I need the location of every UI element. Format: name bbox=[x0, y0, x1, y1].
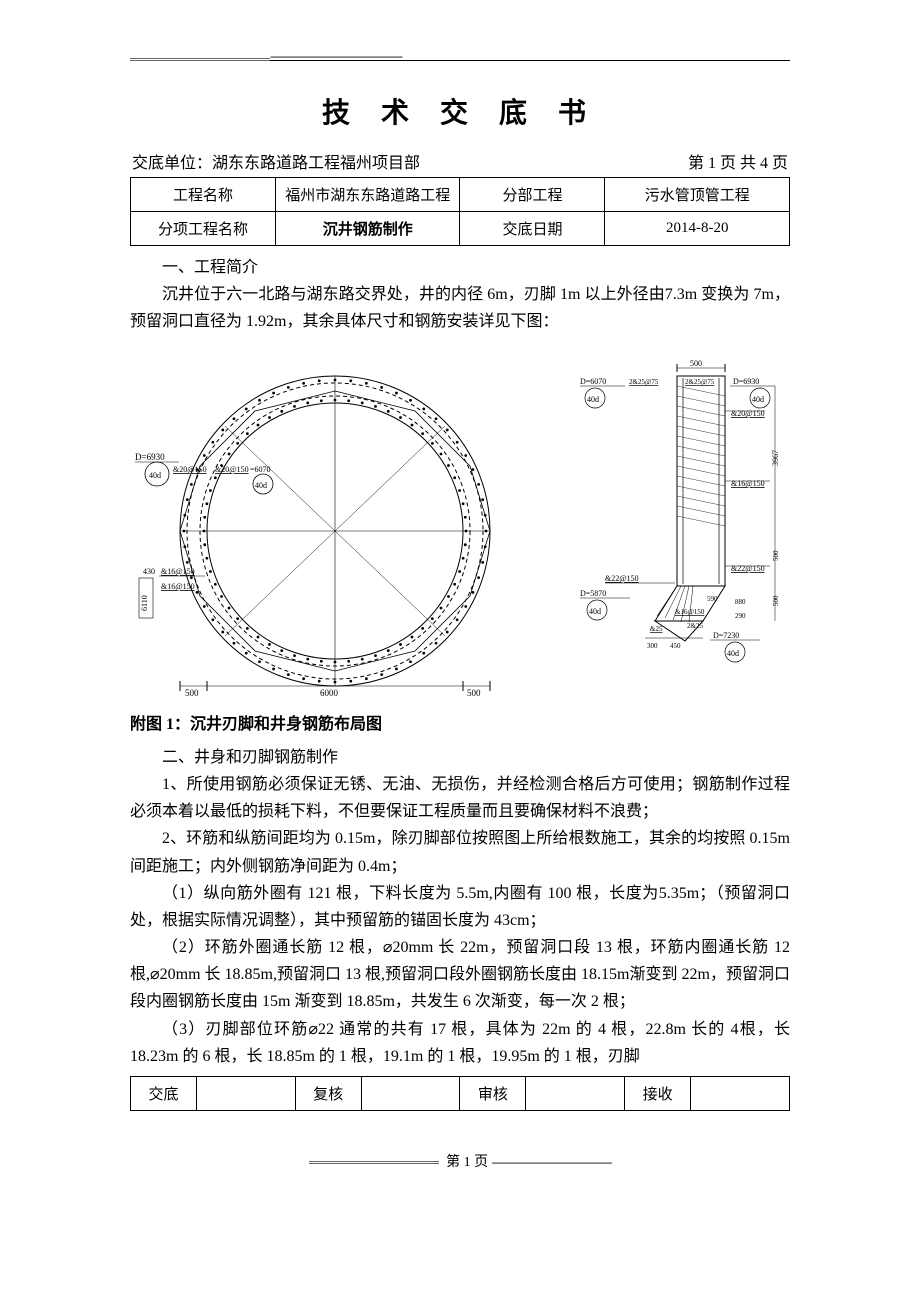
section-1-p1: 沉井位于六一北路与湖东路交界处，井的内径 6m，刃脚 1m 以上外径由7.3m … bbox=[130, 281, 790, 335]
cell-date-value: 2014-8-20 bbox=[605, 212, 790, 246]
table-row: 工程名称 福州市湖东东路道路工程 分部工程 污水管顶管工程 bbox=[131, 178, 790, 212]
lbl-40d-br: 40d bbox=[727, 649, 739, 658]
figure-caption: 附图 1：沉井刃脚和井身钢筋布局图 bbox=[130, 711, 790, 738]
lbl-20-150b: &20@150 bbox=[215, 465, 249, 474]
cell-subproject-label: 分部工程 bbox=[460, 178, 605, 212]
cell-subitem-value: 沉井钢筋制作 bbox=[275, 212, 460, 246]
lbl-40d-bl: 40d bbox=[589, 607, 601, 616]
lbl-6110: 6110 bbox=[140, 595, 149, 611]
signature-table: 交底 复核 审核 接收 bbox=[130, 1076, 790, 1111]
sig-jieshou: 接收 bbox=[625, 1077, 691, 1111]
diagram-section-view: 500 bbox=[535, 356, 785, 666]
section-2-p4: （2）环筋外圈通长筋 12 根，⌀20mm 长 22m，预留洞口段 13 根，环… bbox=[130, 934, 790, 1016]
lbl-d5870: D=5870 bbox=[580, 589, 606, 598]
sig-jiaodi: 交底 bbox=[131, 1077, 197, 1111]
sig-blank bbox=[526, 1077, 625, 1111]
lbl-40d-2: 40d bbox=[255, 481, 267, 490]
sig-blank bbox=[691, 1077, 790, 1111]
lbl-40d-1: 40d bbox=[149, 471, 161, 480]
section-2-p3: （1）纵向筋外圈有 121 根，下料长度为 5.5m,内圈有 100 根，长度为… bbox=[130, 880, 790, 934]
sig-blank bbox=[361, 1077, 460, 1111]
lbl-880: 880 bbox=[735, 598, 746, 606]
cell-project-name-label: 工程名称 bbox=[131, 178, 276, 212]
cell-subproject-value: 污水管顶管工程 bbox=[605, 178, 790, 212]
lbl-d6930r: D=6930 bbox=[733, 377, 759, 386]
meta-row: 交底单位：湖东东路道路工程福州项目部 第 1 页 共 4 页 bbox=[130, 149, 790, 173]
lbl-25l: &25 bbox=[650, 625, 663, 633]
section-2-p1: 1、所使用钢筋必须保证无锈、无油、无损伤，并经检测合格后方可使用；钢筋制作过程必… bbox=[130, 771, 790, 825]
table-row: 分项工程名称 沉井钢筋制作 交底日期 2014-8-20 bbox=[131, 212, 790, 246]
lbl-16-150b: &16@150 bbox=[675, 608, 705, 616]
lbl-300: 300 bbox=[647, 642, 658, 650]
lbl-590: 590 bbox=[707, 595, 718, 603]
sig-fuhe: 复核 bbox=[295, 1077, 361, 1111]
lbl-d6070r: D=6070 bbox=[580, 377, 606, 386]
cell-project-name-value: 福州市湖东东路道路工程 bbox=[275, 178, 460, 212]
section-2-title: 二、井身和刃脚钢筋制作 bbox=[130, 744, 790, 771]
lbl-d7230: D=7230 bbox=[713, 631, 739, 640]
page-info: 第 1 页 共 4 页 bbox=[688, 149, 788, 173]
lbl-450: 450 bbox=[670, 642, 681, 650]
header-rule bbox=[130, 60, 790, 61]
sig-blank bbox=[196, 1077, 295, 1111]
sig-shenhe: 审核 bbox=[460, 1077, 526, 1111]
lbl-500a: 500 bbox=[772, 550, 780, 561]
lbl-500t: 500 bbox=[690, 359, 702, 368]
section-1-title: 一、工程简介 bbox=[130, 254, 790, 281]
lbl-22-150r: &22@150 bbox=[731, 564, 765, 573]
lbl-d6070: =6070 bbox=[250, 465, 271, 474]
lbl-20-150r: &20@150 bbox=[731, 409, 765, 418]
footer-page: 第 1 页 bbox=[446, 1155, 488, 1170]
lbl-500r: 500 bbox=[467, 688, 481, 696]
lbl-225-75r: 2&25@75 bbox=[685, 378, 715, 386]
document-title: 技 术 交 底 书 bbox=[130, 91, 790, 131]
cell-subitem-label: 分项工程名称 bbox=[131, 212, 276, 246]
lbl-16-150a: &16@150 bbox=[161, 567, 195, 576]
footer-rule: 第 1 页 ----------------------------------… bbox=[130, 1151, 790, 1171]
cell-date-label: 交底日期 bbox=[460, 212, 605, 246]
diagram-plan-view: 40d D=6930 &20@150 &20@150 =6070 40d 430… bbox=[135, 356, 515, 696]
lbl-6000: 6000 bbox=[320, 688, 339, 696]
section-2-p5: （3）刃脚部位环筋⌀22 通常的共有 17 根，具体为 22m 的 4 根，22… bbox=[130, 1016, 790, 1070]
lbl-20-150a: &20@150 bbox=[173, 465, 207, 474]
lbl-430: 430 bbox=[143, 567, 155, 576]
info-table: 工程名称 福州市湖东东路道路工程 分部工程 污水管顶管工程 分项工程名称 沉井钢… bbox=[130, 177, 790, 246]
figure-wrap: 40d D=6930 &20@150 &20@150 =6070 40d 430… bbox=[130, 356, 790, 696]
lbl-d6930: D=6930 bbox=[135, 452, 165, 462]
footer-dashes: ---------------------------------------- bbox=[492, 1155, 612, 1170]
lbl-40d-tr: 40d bbox=[752, 395, 764, 404]
unit-line: 交底单位：湖东东路道路工程福州项目部 bbox=[132, 149, 420, 173]
lbl-3967: 3967 bbox=[771, 450, 780, 466]
lbl-22-150l: &22@150 bbox=[605, 574, 639, 583]
lbl-40d-tl: 40d bbox=[587, 395, 599, 404]
lbl-290: 290 bbox=[735, 612, 746, 620]
section-2-p2: 2、环筋和纵筋间距均为 0.15m，除刃脚部位按照图上所给根数施工，其余的均按照… bbox=[130, 825, 790, 879]
lbl-500l: 500 bbox=[185, 688, 199, 696]
lbl-500b: 500 bbox=[772, 595, 780, 606]
unit-value: 湖东东路道路工程福州项目部 bbox=[212, 155, 420, 172]
lbl-2-25b: 2&25 bbox=[687, 622, 703, 630]
lbl-16-150r: &16@150 bbox=[731, 479, 765, 488]
lbl-225-75l: 2&25@75 bbox=[629, 378, 659, 386]
unit-label: 交底单位： bbox=[132, 155, 212, 172]
table-row: 交底 复核 审核 接收 bbox=[131, 1077, 790, 1111]
content-block: 一、工程简介 沉井位于六一北路与湖东路交界处，井的内径 6m，刃脚 1m 以上外… bbox=[130, 254, 790, 1070]
lbl-16-150b: &16@150 bbox=[161, 582, 195, 591]
